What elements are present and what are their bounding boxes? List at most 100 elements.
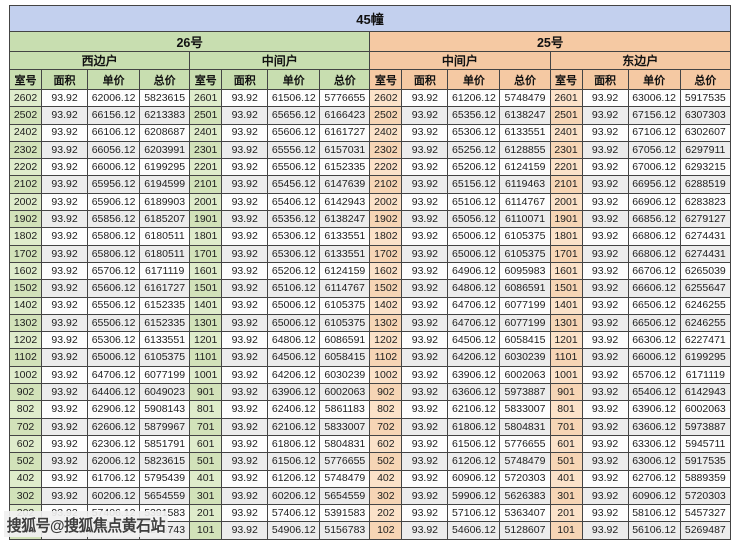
value-cell: 65306.12 [267,244,321,263]
section-title: 26号 [8,31,371,52]
value-cell: 93.92 [581,313,629,333]
value-cell: 65006.12 [267,313,321,333]
value-cell: 62606.12 [87,417,141,436]
value-cell: 6138247 [499,106,551,125]
value-cell: 93.92 [41,452,89,471]
value-cell: 62006.12 [87,88,141,108]
value-cell: 66906.12 [627,192,681,212]
value-cell: 5748479 [319,469,371,488]
value-cell: 5861183 [319,400,371,419]
value-cell: 6180511 [139,244,191,263]
value-cell: 56106.12 [627,521,681,540]
room-cell: 2002 [8,192,43,212]
value-cell: 5654559 [319,486,371,506]
value-cell: 6246255 [679,313,732,333]
room-cell: 2401 [549,123,583,142]
value-cell: 93.92 [581,521,629,540]
value-cell: 93.92 [221,123,269,142]
value-cell: 5748479 [499,88,551,108]
value-cell: 6297911 [679,140,732,160]
column-header: 单价 [87,69,141,90]
room-cell: 302 [369,486,403,506]
value-cell: 93.92 [221,313,269,333]
value-cell: 64406.12 [87,383,141,402]
room-cell: 1502 [8,279,43,298]
value-cell: 6138247 [319,210,371,229]
table-row: 402 93.92 61706.12 5795439 401 93.92 61206.12 5… [8,469,732,488]
column-header: 总价 [319,69,371,90]
value-cell: 6105375 [139,348,191,367]
value-cell: 93.92 [221,504,269,523]
value-cell: 5457327 [679,504,732,523]
room-cell: 2501 [189,106,223,125]
value-cell: 62006.12 [87,452,141,471]
value-cell: 5156783 [319,521,371,540]
value-cell: 93.92 [41,88,89,108]
value-cell: 6105375 [319,296,371,315]
room-cell: 1702 [369,244,403,263]
room-cell: 1601 [189,261,223,281]
value-cell: 93.92 [401,331,449,350]
value-cell: 93.92 [581,434,629,454]
room-cell: 2001 [189,192,223,212]
value-cell: 93.92 [221,175,269,194]
value-cell: 93.92 [41,192,89,212]
value-cell: 93.92 [581,261,629,281]
value-cell: 61806.12 [267,434,321,454]
value-cell: 93.92 [401,106,449,125]
value-cell: 6227471 [679,331,732,350]
room-cell: 902 [369,383,403,402]
column-header: 面积 [221,69,269,90]
room-cell: 1001 [189,365,223,385]
room-cell: 2202 [369,158,403,177]
value-cell: 6030239 [319,365,371,385]
column-header: 室号 [189,69,223,90]
value-cell: 93.92 [581,106,629,125]
value-cell: 66056.12 [87,140,141,160]
value-cell: 63606.12 [447,383,501,402]
value-cell: 65406.12 [267,192,321,212]
value-cell: 93.92 [401,469,449,488]
room-cell: 901 [549,383,583,402]
value-cell: 93.92 [401,521,449,540]
room-cell: 1101 [189,348,223,367]
value-cell: 5804831 [499,417,551,436]
value-cell: 6199295 [139,158,191,177]
value-cell: 62906.12 [87,400,141,419]
value-cell: 63906.12 [447,365,501,385]
value-cell: 65256.12 [447,140,501,160]
table-row: 702 93.92 62606.12 5879967 701 93.92 62106.12 5… [8,417,732,436]
column-header: 室号 [549,69,583,90]
table-row: 802 93.92 62906.12 5908143 801 93.92 62406.12 5… [8,400,732,419]
value-cell: 65456.12 [267,175,321,194]
value-cell: 6058415 [499,331,551,350]
value-cell: 93.92 [401,158,449,177]
room-cell: 401 [189,469,223,488]
room-cell: 701 [549,417,583,436]
value-cell: 65006.12 [267,296,321,315]
room-cell: 2501 [549,106,583,125]
value-cell: 62306.12 [87,434,141,454]
group-title: 东边户 [549,51,732,70]
room-cell: 802 [8,400,43,419]
room-cell: 2601 [549,88,583,108]
value-cell: 93.92 [581,331,629,350]
value-cell: 5776655 [499,434,551,454]
value-cell: 93.92 [41,486,89,506]
value-cell: 5363407 [499,504,551,523]
room-cell: 1602 [369,261,403,281]
table-row: 1802 93.92 65806.12 6180511 1801 93.92 65306.1… [8,227,732,246]
value-cell: 93.92 [401,140,449,160]
room-cell: 2402 [369,123,403,142]
value-cell: 66956.12 [627,175,681,194]
value-cell: 5795439 [139,469,191,488]
value-cell: 65906.12 [87,192,141,212]
room-cell: 201 [549,504,583,523]
column-header: 面积 [41,69,89,90]
value-cell: 65406.12 [627,383,681,402]
value-cell: 54606.12 [447,521,501,540]
value-cell: 65306.12 [267,227,321,246]
value-cell: 6166423 [319,106,371,125]
value-cell: 64706.12 [87,365,141,385]
value-cell: 6283823 [679,192,732,212]
